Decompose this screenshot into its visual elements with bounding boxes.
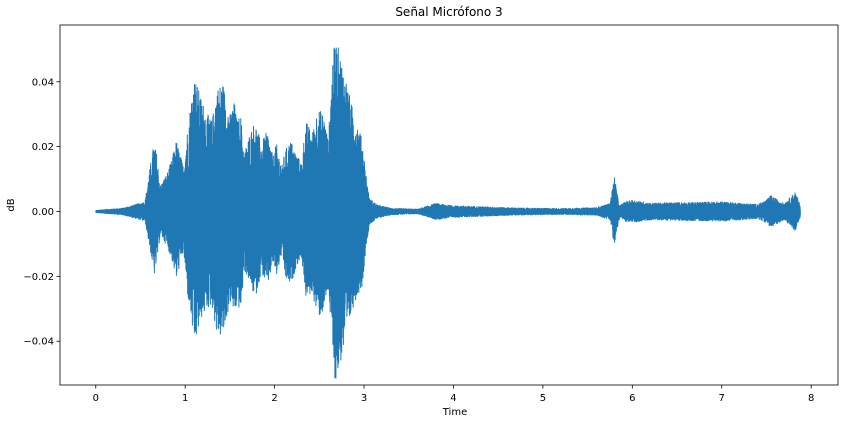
plot-frame <box>59 24 839 386</box>
y-axis-label: dB <box>6 198 17 211</box>
plot-area <box>59 24 839 386</box>
y-tick-label: −0.02 <box>23 272 54 283</box>
y-tick-label: 0.04 <box>32 77 54 88</box>
x-tick-label: 3 <box>361 393 367 404</box>
x-tick-label: 6 <box>629 393 635 404</box>
x-tick-label: 4 <box>450 393 456 404</box>
x-tick-label: 7 <box>719 393 725 404</box>
x-axis-label: Time <box>442 407 467 418</box>
x-tick-label: 5 <box>540 393 546 404</box>
y-tick-label: 0.02 <box>32 142 54 153</box>
y-axis: −0.04 −0.02 0.00 0.02 0.04 <box>23 77 60 348</box>
x-tick-label: 2 <box>271 393 277 404</box>
x-tick-label: 8 <box>808 393 814 404</box>
x-tick-label: 1 <box>182 393 188 404</box>
y-tick-label: 0.00 <box>32 207 54 218</box>
y-tick-label: −0.04 <box>23 337 54 348</box>
x-axis: 0 1 2 3 4 5 6 7 8 <box>93 385 814 404</box>
chart-title: Señal Micrófono 3 <box>395 5 502 19</box>
series-group <box>95 47 801 379</box>
x-tick-label: 0 <box>93 393 99 404</box>
waveform-series-line <box>95 47 801 379</box>
